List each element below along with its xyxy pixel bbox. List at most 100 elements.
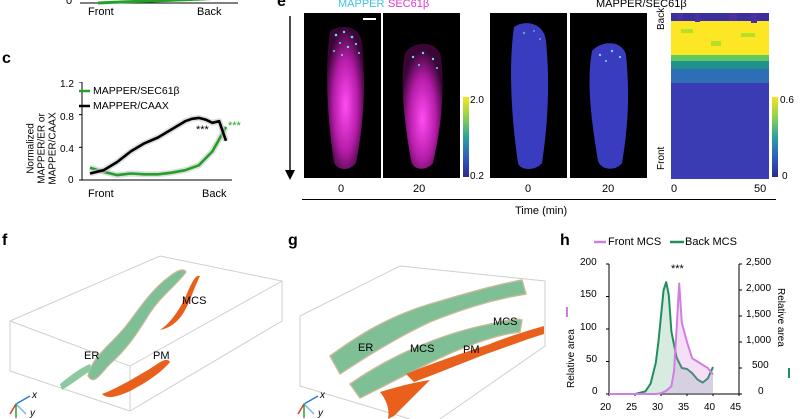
panel-f-label-pm: PM	[153, 350, 170, 362]
panel-f-letter: f	[2, 232, 8, 249]
er-pm-render-g: x y	[297, 265, 546, 419]
panel-h-right-ytick: 1,500	[746, 309, 772, 320]
axis-x-label: x	[319, 390, 326, 401]
panel-e-letter: e	[277, 0, 286, 10]
axes-triad-icon	[9, 395, 31, 418]
panel-b-ytick-0: 0	[66, 0, 73, 7]
panel-c-ytick: 0	[68, 175, 74, 186]
axis-y-label: y	[317, 408, 324, 419]
time-down-arrow-icon	[285, 16, 295, 180]
panel-c-series-line	[89, 116, 228, 175]
panel-h-annotation: ***	[671, 263, 685, 275]
panel-f-label-er: ER	[84, 350, 100, 362]
colorbar-kymo	[772, 97, 778, 177]
micrograph-merge-t20	[383, 13, 460, 178]
panel-h-right-ytick: 0	[758, 386, 764, 397]
panel-h-left-ylabel-marker	[566, 307, 568, 317]
panel-c-xlabel-back: Back	[202, 188, 227, 200]
panel-g-label-pm: PM	[463, 344, 480, 356]
panel-h-right-ytick: 1,000	[746, 335, 772, 346]
panel-h-right-ylabel-marker	[788, 368, 790, 378]
panel-h-right-ylabel: Relative area	[775, 288, 786, 347]
panel-e-title-sec61b: SEC61β	[388, 0, 430, 10]
panel-c-legend-swatches	[79, 89, 90, 108]
panel-c-ylabel: Normalized MAPPER/ER or MAPPER/CAAX	[26, 89, 59, 209]
colorbar-ratio-max: 2.0	[470, 95, 484, 106]
panel-c-annotation-sec61b: ***	[228, 120, 242, 132]
panel-h-right-ytick: 2,000	[746, 283, 772, 294]
time-tick-merge-0: 0	[338, 183, 345, 195]
panel-b-axis	[80, 0, 238, 5]
panel-g-label-mcs-bottom: MCS	[410, 343, 435, 355]
panel-c-xlabel-front: Front	[88, 188, 114, 200]
panel-h-series	[609, 281, 714, 395]
cell-ratio-t0	[511, 23, 549, 169]
panel-c-letter: c	[2, 50, 11, 67]
panel-c-legend-sec61b: MAPPER/SEC61β	[93, 85, 180, 97]
panel-g-label-mcs-top: MCS	[493, 316, 518, 328]
colorbar-ratio-min: 0.2	[470, 171, 484, 182]
micrograph-ratio-t0	[490, 13, 567, 178]
cell-merge-t0	[327, 18, 376, 169]
panel-c-ytick: 0.8	[60, 112, 74, 123]
time-axis-line	[302, 199, 776, 200]
panel-h-left-ytick: 150	[580, 289, 597, 300]
micrograph-merge-t0	[304, 13, 381, 178]
panel-c-ylabel-line-3: MAPPER/CAAX	[47, 112, 59, 185]
panel-h-xtick: 20	[600, 402, 612, 413]
panel-h-legend-front-swatch	[594, 240, 606, 244]
cell-merge-t20	[402, 43, 443, 169]
kymo-xtick-50: 50	[754, 183, 767, 195]
time-tick-merge-20: 20	[413, 183, 426, 195]
panel-h-xtick: 25	[626, 402, 638, 413]
panel-c-plot: *** ***	[79, 82, 242, 181]
panel-h-xtick: 30	[652, 402, 664, 413]
panel-e-title-ratio: MAPPER/SEC61β	[596, 0, 687, 10]
panel-c-ylabel-line-2: MAPPER/ER or	[36, 113, 48, 184]
panel-h-axes	[606, 263, 742, 396]
panel-h-xtick: 45	[730, 402, 742, 413]
panel-h-legend-back-swatch	[670, 240, 684, 244]
panel-h-xtick: 35	[678, 402, 690, 413]
time-axis-label: Time (min)	[515, 205, 568, 217]
panel-h-back-mcs-area	[609, 282, 713, 394]
colorbar-kymo-min: 0	[782, 171, 788, 182]
time-tick-ratio-0: 0	[525, 183, 532, 195]
panel-c-annotation-caax: ***	[196, 124, 210, 136]
panel-c-series-line	[89, 126, 228, 177]
time-tick-ratio-20: 20	[602, 183, 615, 195]
panel-h-letter: h	[560, 232, 570, 249]
kymo-ylabel-back: Back	[656, 7, 667, 30]
panel-h-left-ytick: 50	[586, 354, 598, 365]
panel-h-left-ytick: 0	[592, 386, 598, 397]
panel-e-title-mapper: MAPPER	[338, 0, 385, 10]
panel-h-front-mcs-area	[609, 283, 713, 394]
kymo-ylabel-front: Front	[656, 146, 667, 170]
panel-c-ytick: 0.4	[60, 144, 74, 155]
panel-b-xlabel-back: Back	[197, 6, 222, 18]
panel-h-back-mcs-line	[609, 281, 714, 395]
panel-g-letter: g	[288, 232, 298, 249]
kymograph	[671, 13, 769, 179]
panel-h-legend-back: Back MCS	[685, 236, 737, 248]
colorbar-kymo-max: 0.6	[780, 95, 794, 106]
kymo-xtick-0: 0	[671, 183, 678, 195]
axis-x-label: x	[31, 390, 38, 401]
panel-g-label-er: ER	[358, 342, 374, 354]
panel-c-axes	[79, 82, 232, 181]
panel-c-ylabel-line-1: Normalized	[25, 123, 37, 174]
panel-f-label-mcs: MCS	[182, 295, 207, 307]
cell-ratio-t20	[589, 43, 629, 169]
colorbar-ratio	[463, 97, 469, 177]
panel-h-xtick: 40	[704, 402, 716, 413]
micrograph-ratio-t20	[570, 13, 647, 178]
panel-h-right-ytick: 2,500	[746, 257, 772, 268]
panel-c-ytick: 1.2	[60, 79, 74, 90]
panel-b-xlabel-front: Front	[88, 6, 114, 18]
axes-triad-icon	[297, 395, 319, 418]
panel-h-left-ytick: 100	[580, 322, 597, 333]
panel-h-left-ytick: 200	[580, 257, 597, 268]
panel-h-front-mcs-line	[609, 282, 714, 395]
panel-h-left-ylabel: Relative area	[566, 329, 577, 388]
panel-c-legend-caax: MAPPER/CAAX	[93, 100, 169, 112]
